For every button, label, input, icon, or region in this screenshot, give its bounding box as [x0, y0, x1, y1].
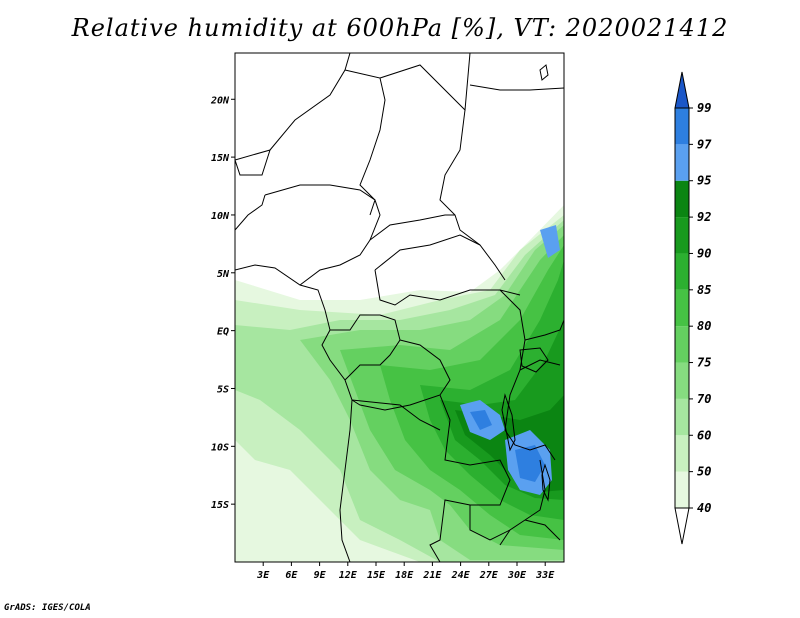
lat-tick-label: 15N	[211, 153, 230, 164]
lat-tick-label: 5N	[217, 269, 230, 280]
colorbar-label: 40	[697, 501, 711, 515]
colorbar-min-arrow	[674, 507, 690, 545]
lon-tick-label: 6E	[285, 570, 298, 581]
lake-malawi	[541, 463, 551, 502]
colorbar-segment	[675, 398, 689, 436]
map-frame	[234, 52, 565, 563]
lat-tick-label: 10N	[211, 211, 230, 222]
colorbar-segment	[675, 253, 689, 290]
colorbar-segment	[675, 289, 689, 327]
map-title: Relative humidity at 600hPa [%], VT: 202…	[71, 14, 729, 42]
lat-tick-label: 5S	[217, 384, 229, 395]
lon-tick-label: 27E	[479, 570, 499, 581]
colorbar-segment	[675, 362, 689, 399]
lon-tick-label: 24E	[451, 570, 471, 581]
lon-tick-label: 3E	[256, 570, 270, 581]
colorbar-label: 90	[697, 246, 711, 260]
colorbar-max-arrow	[674, 71, 690, 109]
colorbar-segment	[675, 217, 689, 254]
colorbar-label: 92	[697, 210, 711, 224]
dry-region	[235, 53, 564, 298]
colorbar-segment	[675, 180, 689, 218]
lat-tick-label: 10S	[211, 442, 229, 453]
colorbar-label: 85	[697, 283, 711, 297]
colorbar-label: 80	[697, 319, 711, 333]
colorbar-label: 75	[697, 356, 711, 370]
colorbar-segment	[675, 471, 689, 508]
border-north-sahara	[235, 53, 351, 161]
colorbar-segment	[675, 326, 689, 363]
lon-tick-label: 18E	[395, 570, 414, 581]
coastline-west-africa	[235, 264, 353, 562]
lon-tick-label: 12E	[339, 570, 358, 581]
colorbar-label: 60	[697, 428, 711, 442]
longitude-axis: 3E 6E 9E 12E 15E 18E 21E 24E 27E 30E 33E	[256, 562, 555, 581]
country-borders	[235, 53, 564, 562]
lon-tick-label: 33E	[535, 570, 555, 581]
colorbar: 40 50 60 70 75 80 85 90 92 95 97 99	[674, 71, 712, 545]
colorbar-segment	[675, 144, 689, 181]
colorbar-label: 70	[697, 392, 711, 406]
lat-tick-label: 15S	[211, 500, 229, 511]
colorbar-label: 95	[697, 174, 711, 188]
grads-credit: GrADS: IGES/COLA	[4, 603, 91, 613]
lat-tick-label: EQ	[217, 327, 229, 338]
humidity-field	[235, 53, 564, 562]
humidity-band-97	[470, 410, 545, 482]
colorbar-label: 50	[697, 465, 711, 479]
colorbar-segment	[675, 435, 689, 472]
lon-tick-label: 15E	[367, 570, 386, 581]
colorbar-label: 99	[697, 101, 711, 115]
lon-tick-label: 9E	[314, 570, 327, 581]
colorbar-frame	[674, 107, 690, 509]
lat-tick-label: 20N	[210, 95, 230, 106]
lon-tick-label: 30E	[507, 570, 527, 581]
latitude-axis: 20N 15N 10N 5N EQ 5S 10S 15S	[210, 95, 235, 511]
lon-tick-label: 21E	[422, 570, 442, 581]
lake-tanganyika	[501, 393, 516, 452]
colorbar-segment	[675, 108, 689, 145]
lake-victoria	[519, 347, 549, 373]
colorbar-label: 97	[697, 137, 712, 151]
